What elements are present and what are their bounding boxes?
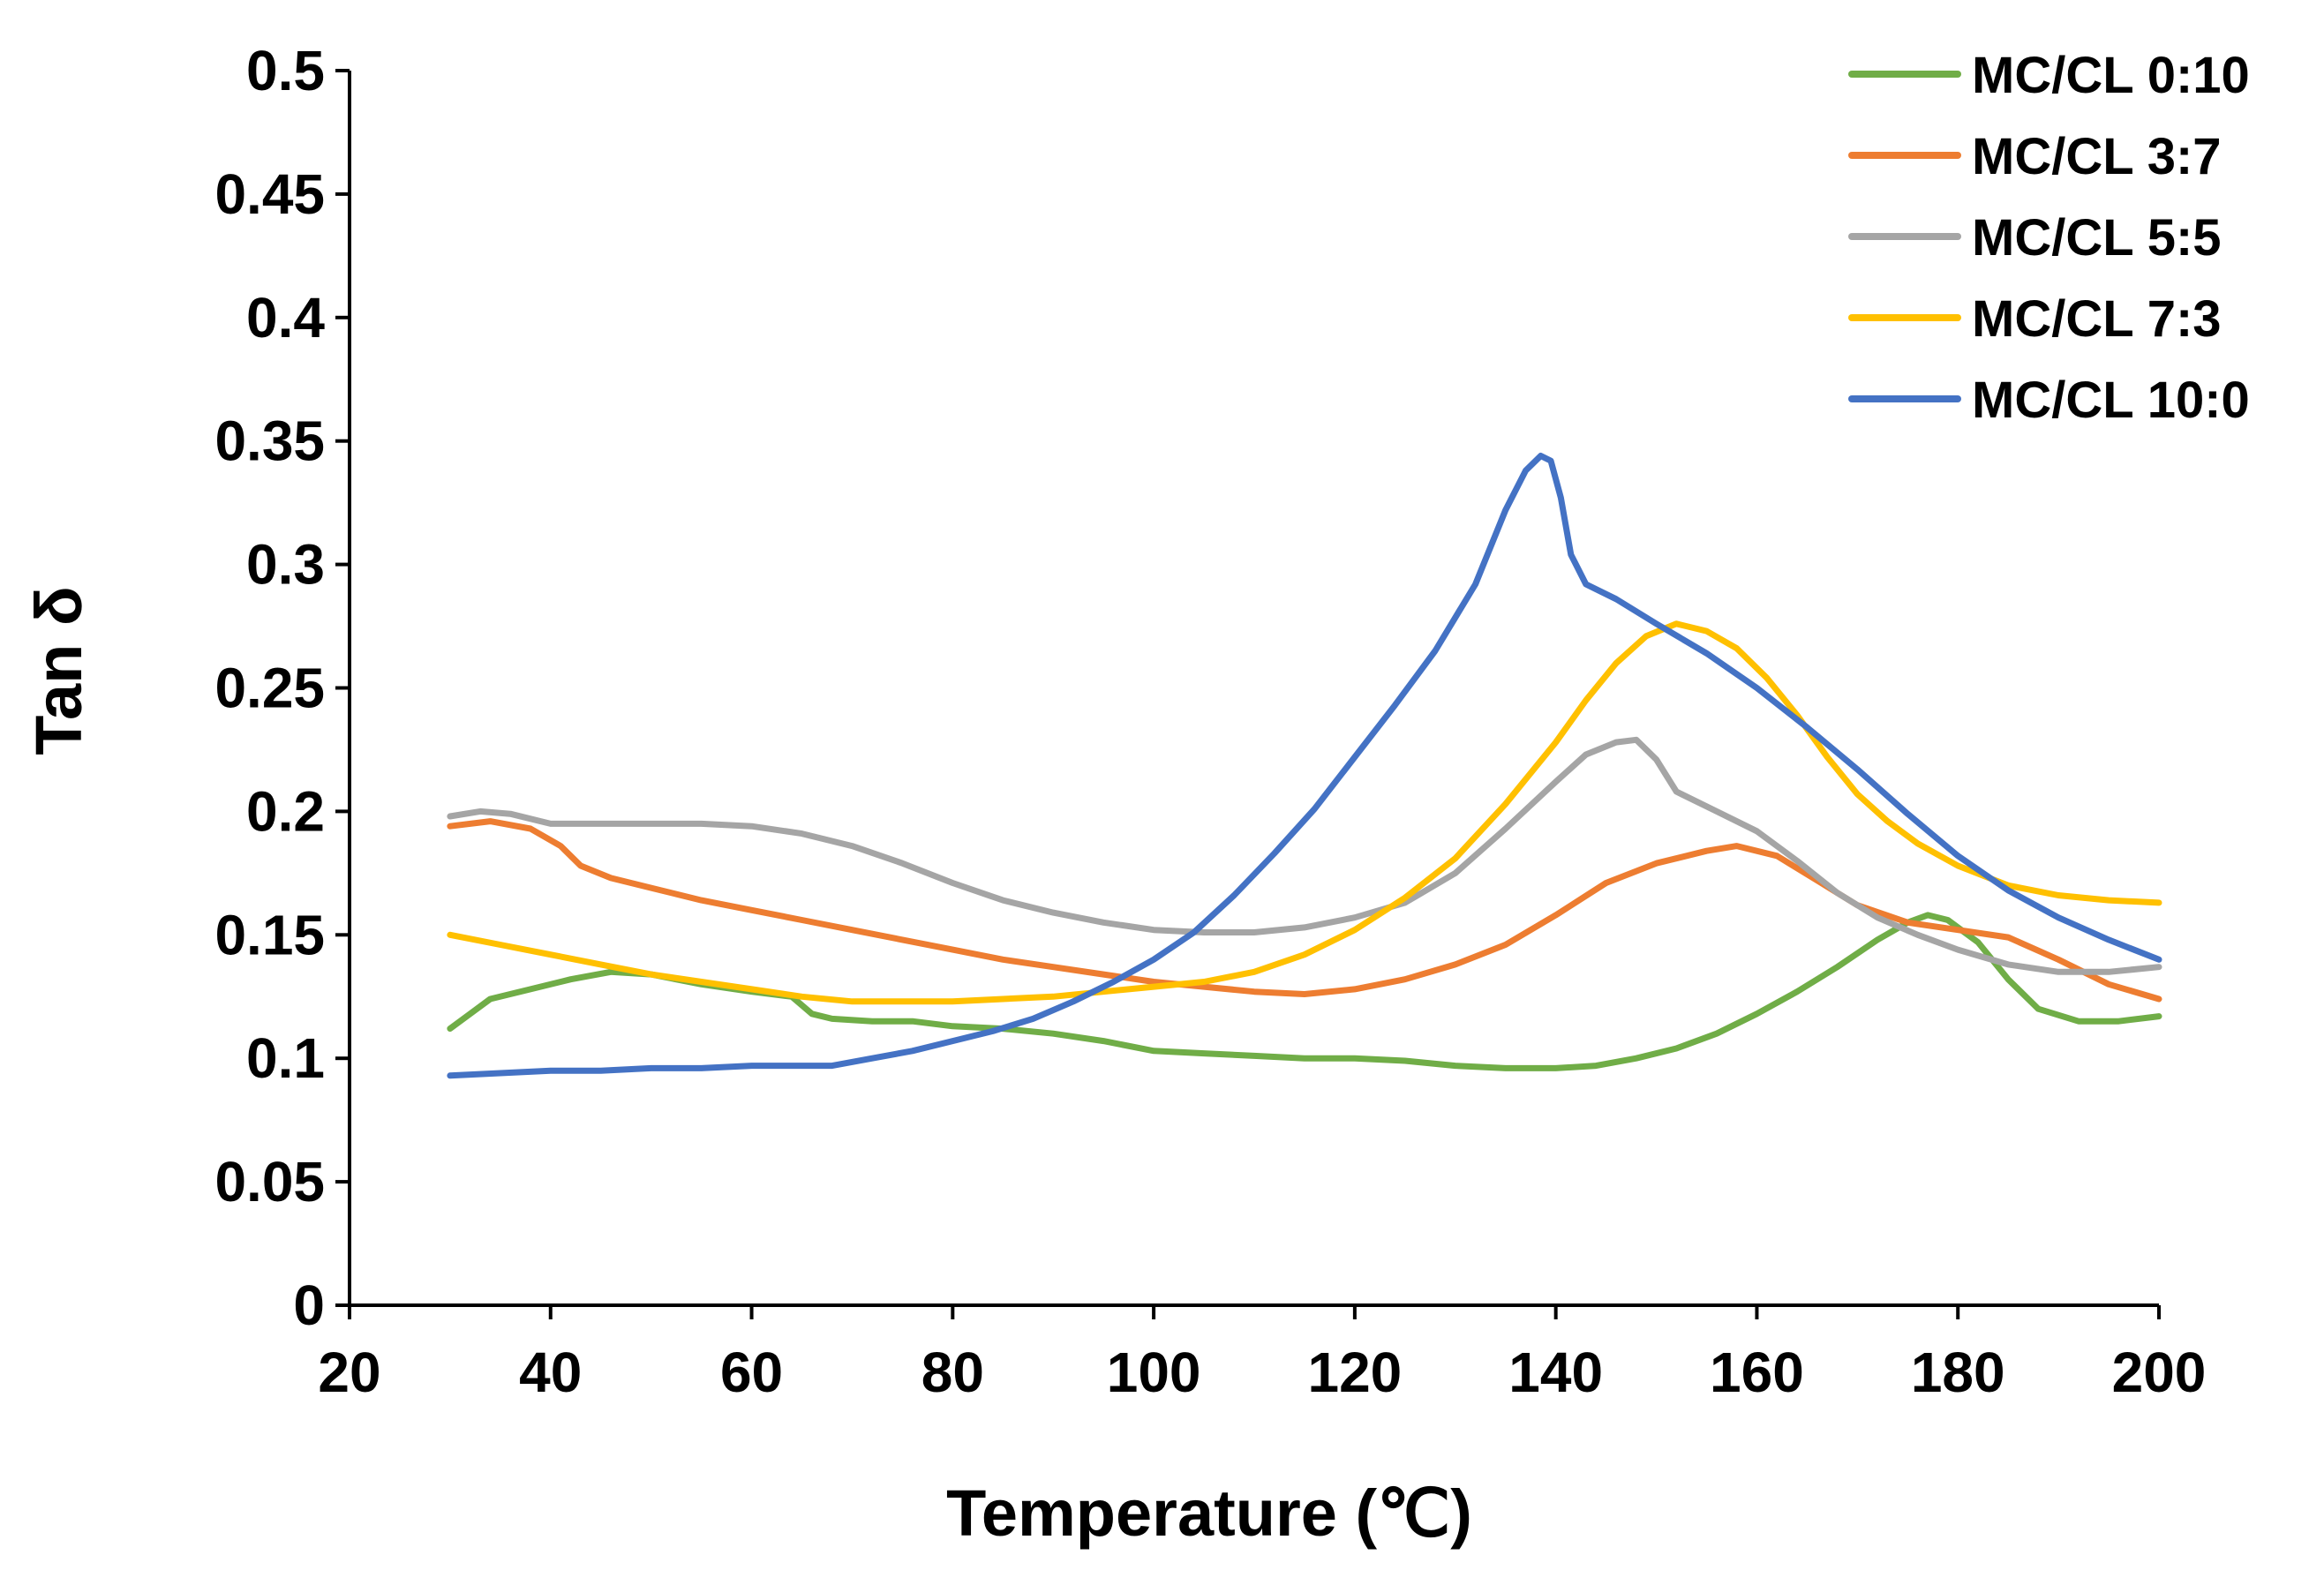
y-tick-label: 0.4 (246, 286, 325, 349)
y-tick-label: 0.5 (246, 39, 325, 102)
series-line-5 (447, 453, 2162, 1079)
x-tick-label: 120 (1307, 1341, 1402, 1404)
y-tick-label: 0.25 (214, 657, 325, 720)
x-tick-label: 140 (1508, 1341, 1603, 1404)
y-axis-ticks: 0 0.05 0.1 0.15 0.2 0.25 0.3 0.35 0.4 0.45 0.5 (214, 39, 350, 1337)
legend-item: MC/CL 7:3 (1848, 290, 2222, 348)
x-tick-label: 60 (720, 1341, 783, 1404)
legend-item: MC/CL 5:5 (1848, 209, 2222, 267)
x-tick-label: 100 (1107, 1341, 1201, 1404)
x-tick-label: 80 (921, 1341, 984, 1404)
series-line-3 (447, 736, 2162, 975)
x-axis-title: Temperature (℃) (946, 1476, 1472, 1550)
y-tick-label: 0.3 (246, 533, 325, 597)
legend-label: MC/CL 10:0 (1972, 372, 2250, 429)
y-tick-label: 0.1 (246, 1026, 325, 1090)
legend-label: MC/CL 3:7 (1972, 128, 2222, 185)
y-tick-label: 0.35 (214, 409, 325, 473)
y-tick-label: 0 (293, 1273, 325, 1337)
legend-item: MC/CL 10:0 (1848, 372, 2250, 429)
y-tick-label: 0.05 (214, 1150, 325, 1213)
series-layer (447, 453, 2162, 1079)
legend: MC/CL 0:10 MC/CL 3:7 MC/CL 5:5 MC/CL 7:3 MC/… (1848, 47, 2250, 429)
y-tick-label: 0.2 (246, 779, 325, 843)
legend-label: MC/CL 7:3 (1972, 290, 2222, 348)
x-tick-label: 20 (318, 1341, 380, 1404)
y-tick-label: 0.15 (214, 903, 325, 966)
x-tick-label: 160 (1710, 1341, 1804, 1404)
y-tick-label: 0.45 (214, 162, 325, 226)
legend-label: MC/CL 0:10 (1972, 47, 2250, 104)
x-tick-label: 200 (2112, 1341, 2207, 1404)
y-axis-title: Tan δ (22, 586, 95, 755)
x-axis-ticks: 20 40 60 80 100 120 140 160 180 200 (318, 1305, 2206, 1404)
x-tick-label: 40 (519, 1341, 582, 1404)
legend-item: MC/CL 0:10 (1848, 47, 2250, 104)
series-line-4 (447, 620, 2162, 1005)
x-tick-label: 180 (1911, 1341, 2005, 1404)
series-line-2 (447, 818, 2162, 1003)
legend-item: MC/CL 3:7 (1848, 128, 2222, 185)
legend-label: MC/CL 5:5 (1972, 209, 2222, 267)
